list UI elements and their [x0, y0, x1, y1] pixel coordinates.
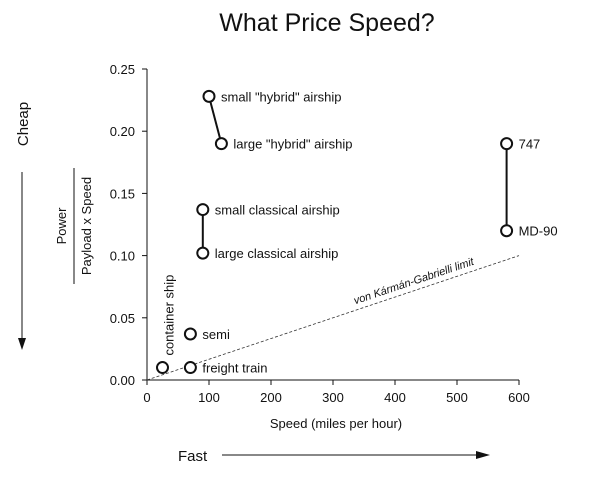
data-point-label: small "hybrid" airship	[221, 89, 342, 104]
y-axis-title-denominator: Payload x Speed	[79, 177, 94, 275]
data-point-label: small classical airship	[215, 203, 340, 218]
data-point	[196, 203, 210, 217]
data-point-label: large "hybrid" airship	[233, 137, 352, 152]
data-point	[196, 246, 210, 260]
fast-arrow-head	[476, 451, 490, 459]
data-point	[500, 224, 514, 238]
data-point	[183, 361, 197, 375]
data-points: small "hybrid" airship large "hybrid" air…	[156, 89, 558, 376]
cheap-label: Cheap	[15, 102, 32, 146]
fast-label: Fast	[178, 448, 208, 465]
connector-line	[208, 96, 223, 144]
y-tick-label: 0.20	[110, 124, 135, 139]
limit-line-label: von Kármán-Gabrielli limit	[352, 256, 476, 308]
cheap-arrow-head	[18, 338, 26, 350]
x-tick-label: 300	[322, 390, 344, 405]
x-tick-label: 500	[446, 390, 468, 405]
data-point	[214, 137, 228, 151]
y-tick-label: 0.00	[110, 373, 135, 388]
data-point-label: container ship	[162, 275, 177, 356]
data-point-label: semi	[202, 327, 230, 342]
data-point	[500, 137, 514, 151]
chart-title: What Price Speed?	[219, 9, 434, 37]
data-point	[202, 89, 216, 103]
y-tick-label: 0.15	[110, 186, 135, 201]
x-tick-label: 600	[508, 390, 530, 405]
y-tick-label: 0.25	[110, 62, 135, 77]
y-axis-title-numerator: Power	[54, 207, 69, 245]
x-tick-label: 200	[260, 390, 282, 405]
x-tick-label: 100	[198, 390, 220, 405]
x-axis-title: Speed (miles per hour)	[270, 416, 402, 431]
data-point-label: large classical airship	[215, 246, 339, 261]
y-tick-label: 0.10	[110, 249, 135, 264]
axes: 0 100 200 300 400 500 600 0.00 0.05 0.10 0.15 0.20 0…	[110, 62, 530, 405]
x-tick-label: 400	[384, 390, 406, 405]
data-point	[156, 361, 169, 375]
y-tick-label: 0.05	[110, 311, 135, 326]
data-point	[183, 327, 197, 341]
x-tick-label: 0	[143, 390, 150, 405]
data-point-label: 747	[519, 137, 541, 152]
data-point-label: MD-90	[519, 224, 558, 239]
limit-line	[146, 255, 520, 381]
connectors	[201, 96, 508, 254]
data-point-label: freight train	[202, 361, 267, 376]
